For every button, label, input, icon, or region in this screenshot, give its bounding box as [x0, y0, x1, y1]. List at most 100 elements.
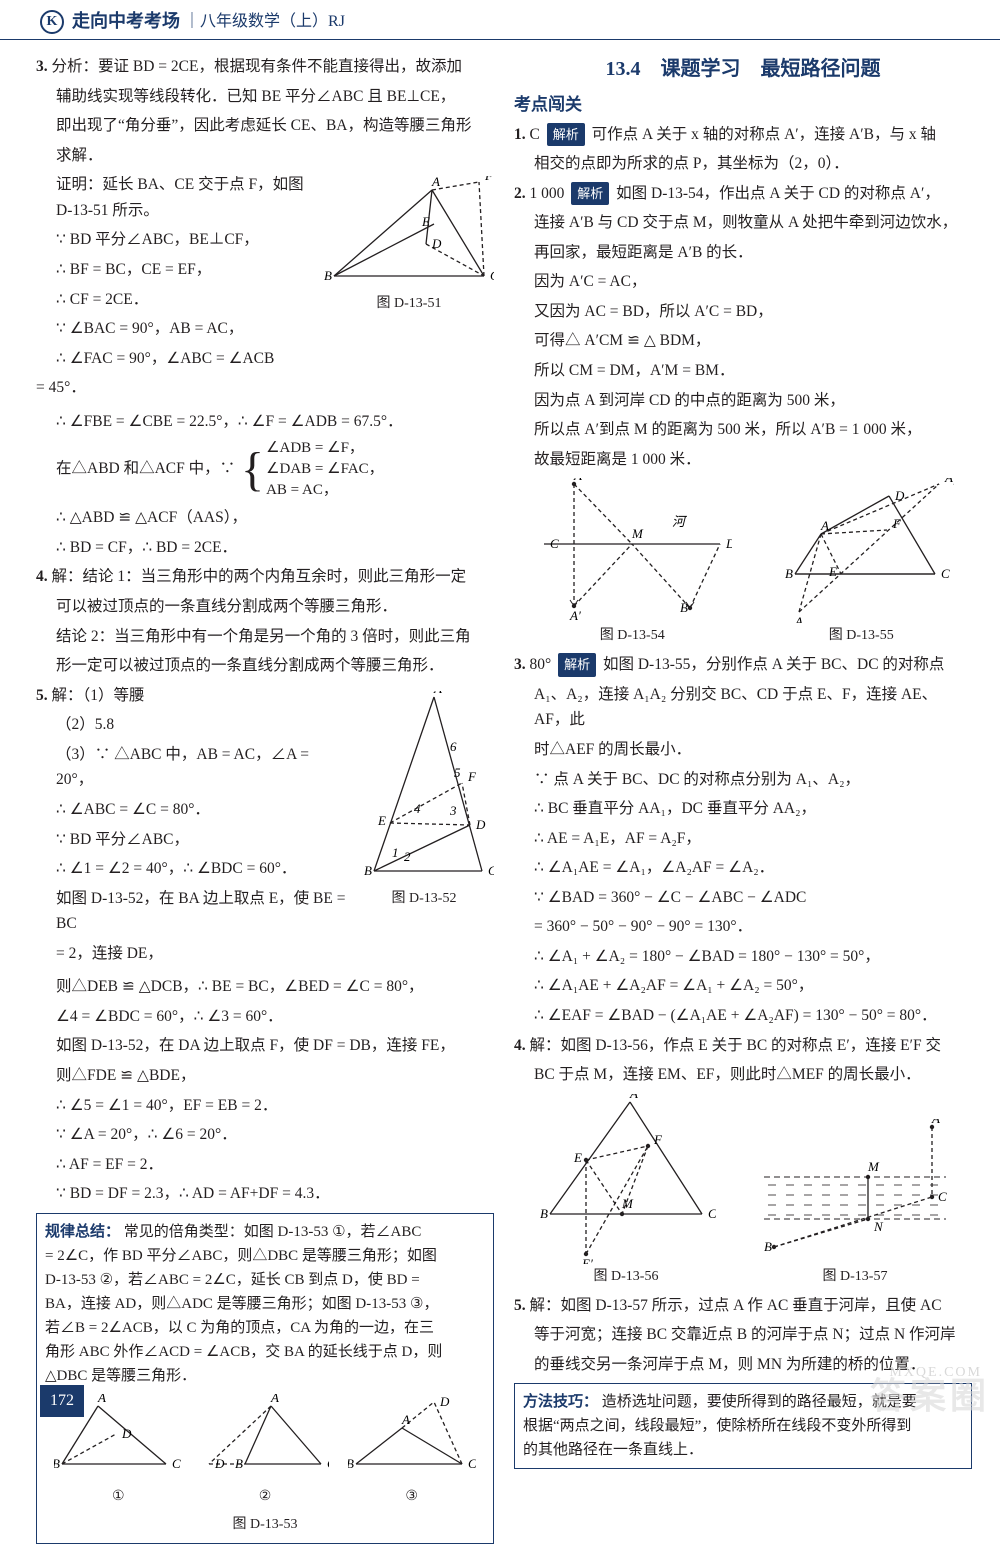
r-q3-t10: ∴ ∠A₁ + ∠A₂ = 180° − ∠BAD = 180° − 130° …	[514, 944, 972, 970]
q3-p9: 在△ABD 和△ACF 中，∵ { ∠ADB = ∠F， ∠DAB = ∠FAC…	[36, 438, 494, 501]
watermark: 答案圈	[870, 1369, 990, 1423]
svg-text:A: A	[820, 518, 829, 533]
r-q2-t3: 再回家，最短距离是 A′B 的长．	[514, 240, 972, 266]
svg-text:A: A	[629, 1094, 638, 1101]
svg-text:2: 2	[404, 849, 411, 864]
r-q3: 3. 80° 解析 如图 D-13-55，分别作点 A 关于 BC、DC 的对称…	[514, 652, 972, 678]
svg-text:E′: E′	[581, 1256, 593, 1264]
svg-text:M: M	[867, 1159, 880, 1174]
r-q2-t9: 所以点 A′到点 M 的距离为 500 米，所以 A′B = 1 000 米，	[514, 417, 972, 443]
q5-a14: ∵ ∠A = 20°，∴ ∠6 = 20°．	[36, 1122, 494, 1148]
r-q5: 5. 解：如图 D-13-57 所示，过点 A 作 AC 垂直于河岸，且使 AC	[514, 1293, 972, 1319]
fig51-caption: 图 D-13-51	[324, 293, 494, 314]
r-q2-t5: 又因为 AC = BD，所以 A′C = BD，	[514, 299, 972, 325]
svg-text:D: D	[475, 817, 486, 832]
figure-d-13-51: ABCDEF 图 D-13-51	[324, 176, 494, 314]
svg-text:F: F	[653, 1132, 663, 1147]
q5-a11: 如图 D-13-52，在 DA 边上取点 F，使 DF = DB，连接 FE，	[36, 1033, 494, 1059]
q3-p6: ∴ ∠FAC = 90°，∠ABC = ∠ACB	[36, 346, 494, 372]
r-q3-t7: ∴ ∠A₁AE = ∠A₁，∠A₂AF = ∠A₂．	[514, 855, 972, 881]
figure-d-13-56: ABCEFME′ 图 D-13-56	[536, 1094, 716, 1287]
page-number: 172	[40, 1385, 84, 1417]
svg-text:M: M	[621, 1196, 634, 1211]
svg-text:A₁: A₁	[794, 614, 807, 623]
q3-l4: 求解．	[36, 143, 494, 169]
figure-d-13-55: ABCDEFA₁A₂ 图 D-13-55	[769, 478, 954, 646]
svg-text:N: N	[873, 1219, 884, 1234]
rule-summary-box: 规律总结： 常见的倍角类型：如图 D-13-53 ①，若∠ABC = 2∠C，作…	[36, 1213, 494, 1544]
q3-l3: 即出现了“角分垂”，因此考虑延长 CE、BA，构造等腰三角形	[36, 113, 494, 139]
r-q3-t8: ∵ ∠BAD = 360° − ∠C − ∠ABC − ∠ADC	[514, 885, 972, 911]
fig53-caption: 图 D-13-53	[45, 1514, 485, 1536]
svg-text:A: A	[573, 478, 582, 483]
q3-p5: ∵ ∠BAC = 90°，AB = AC，	[36, 316, 494, 342]
box-title: 方法技巧：	[523, 1394, 598, 1410]
q3-analysis: 3. 分析：要证 BD = 2CE，根据现有条件不能直接得出，故添加	[36, 54, 494, 80]
q5-a16: ∵ BD = DF = 2.3，∴ AD = AF+DF = 4.3．	[36, 1181, 494, 1207]
svg-text:B: B	[540, 1206, 548, 1221]
svg-text:D: D	[725, 536, 732, 551]
svg-text:E: E	[421, 214, 430, 229]
fig52-caption: 图 D-13-52	[354, 888, 494, 909]
svg-text:D: D	[214, 1456, 225, 1471]
kaodian-title: 考点闯关	[514, 92, 972, 118]
svg-text:B: B	[348, 1456, 354, 1471]
figure-d-13-57: ABCMN 图 D-13-57	[760, 1119, 950, 1287]
svg-text:C: C	[327, 1456, 329, 1471]
r-q3-t3: 时△AEF 的周长最小．	[514, 737, 972, 763]
svg-text:A: A	[401, 1412, 410, 1427]
svg-text:A′: A′	[569, 608, 581, 623]
svg-text:A: A	[97, 1394, 106, 1405]
r-q3-t12: ∴ ∠EAF = ∠BAD − (∠A₁AE + ∠A₂AF) = 130° −…	[514, 1003, 972, 1029]
analysis-tag: 解析	[571, 182, 609, 205]
svg-text:F: F	[484, 176, 494, 183]
analysis-tag: 解析	[547, 123, 585, 146]
page-header: K 走向中考考场 ｜八年级数学（上）RJ	[0, 0, 1000, 40]
header-title: 走向中考考场	[72, 8, 180, 35]
svg-text:A: A	[431, 176, 440, 189]
svg-text:C: C	[938, 1189, 947, 1204]
svg-text:E: E	[573, 1150, 582, 1165]
figure-d-13-53: ABCD① ABCD② ABCD③	[45, 1394, 485, 1508]
svg-text:C: C	[708, 1206, 716, 1221]
analysis-tag: 解析	[558, 653, 596, 676]
q5-a13: ∴ ∠5 = ∠1 = 40°，EF = EB = 2．	[36, 1093, 494, 1119]
r-q1: 1. C 解析 可作点 A 关于 x 轴的对称点 A′，连接 A′B，与 x 轴	[514, 122, 972, 148]
figure-d-13-54: ABCDMA′河 图 D-13-54	[532, 478, 732, 646]
r-q5-t2: 等于河宽；连接 BC 交靠近点 B 的河岸于点 N；过点 N 作河岸	[514, 1322, 972, 1348]
q5-a8: = 2，连接 DE，	[36, 941, 494, 967]
svg-text:F: F	[467, 769, 477, 784]
box-title: 规律总结：	[45, 1224, 120, 1240]
svg-text:3: 3	[449, 803, 457, 818]
r-q3-t5: ∴ BC 垂直平分 AA₁，DC 垂直平分 AA₂，	[514, 796, 972, 822]
q3-p10: ∴ △ABD ≌ △ACF（AAS），	[36, 505, 494, 531]
svg-text:B: B	[235, 1456, 243, 1471]
svg-text:C: C	[490, 268, 494, 283]
svg-text:5: 5	[454, 765, 461, 780]
q4: 4. 解：结论 1：当三角形中的两个内角互余时，则此三角形一定	[36, 564, 494, 590]
svg-text:B: B	[680, 600, 688, 615]
q5-a15: ∴ AF = EF = 2．	[36, 1152, 494, 1178]
svg-text:4: 4	[414, 801, 421, 816]
r-q3-t6: ∴ AE = A₁E，AF = A₂F，	[514, 826, 972, 852]
svg-text:D: D	[431, 236, 442, 251]
r-q2-t2: 连接 A′B 与 CD 交于点 M，则牧童从 A 处把牛牵到河边饮水，	[514, 210, 972, 236]
r-q4-t2: BC 于点 M，连接 EM、EF，则此时△MEF 的周长最小．	[514, 1062, 972, 1088]
svg-text:D: D	[894, 488, 905, 503]
q4-l3: 结论 2：当三角形中有一个角是另一个角的 3 倍时，则此三角	[36, 624, 494, 650]
svg-text:6: 6	[450, 739, 457, 754]
svg-text:C: C	[172, 1456, 181, 1471]
r-q3-t9: = 360° − 50° − 90° − 90° = 130°．	[514, 914, 972, 940]
r-q2-t4: 因为 A′C = AC，	[514, 269, 972, 295]
svg-text:D: D	[121, 1426, 132, 1441]
q3-p11: ∴ BD = CF，∴ BD = 2CE．	[36, 535, 494, 561]
svg-text:B: B	[764, 1239, 772, 1254]
q4-l4: 形一定可以被过顶点的一条直线分割成两个等腰三角形．	[36, 653, 494, 679]
q3-p8: ∴ ∠FBE = ∠CBE = 22.5°，∴ ∠F = ∠ADB = 67.5…	[36, 409, 494, 435]
q5-a9: 则△DEB ≌ △DCB，∴ BE = BC，∠BED = ∠C = 80°，	[36, 974, 494, 1000]
r-q3-t4: ∵ 点 A 关于 BC、DC 的对称点分别为 A₁、A₂，	[514, 767, 972, 793]
svg-text:M: M	[631, 526, 644, 541]
svg-text:C: C	[941, 566, 950, 581]
right-column: 13.4 课题学习 最短路径问题 考点闯关 1. C 解析 可作点 A 关于 x…	[514, 50, 972, 1550]
q3-p7: = 45°．	[36, 375, 494, 401]
